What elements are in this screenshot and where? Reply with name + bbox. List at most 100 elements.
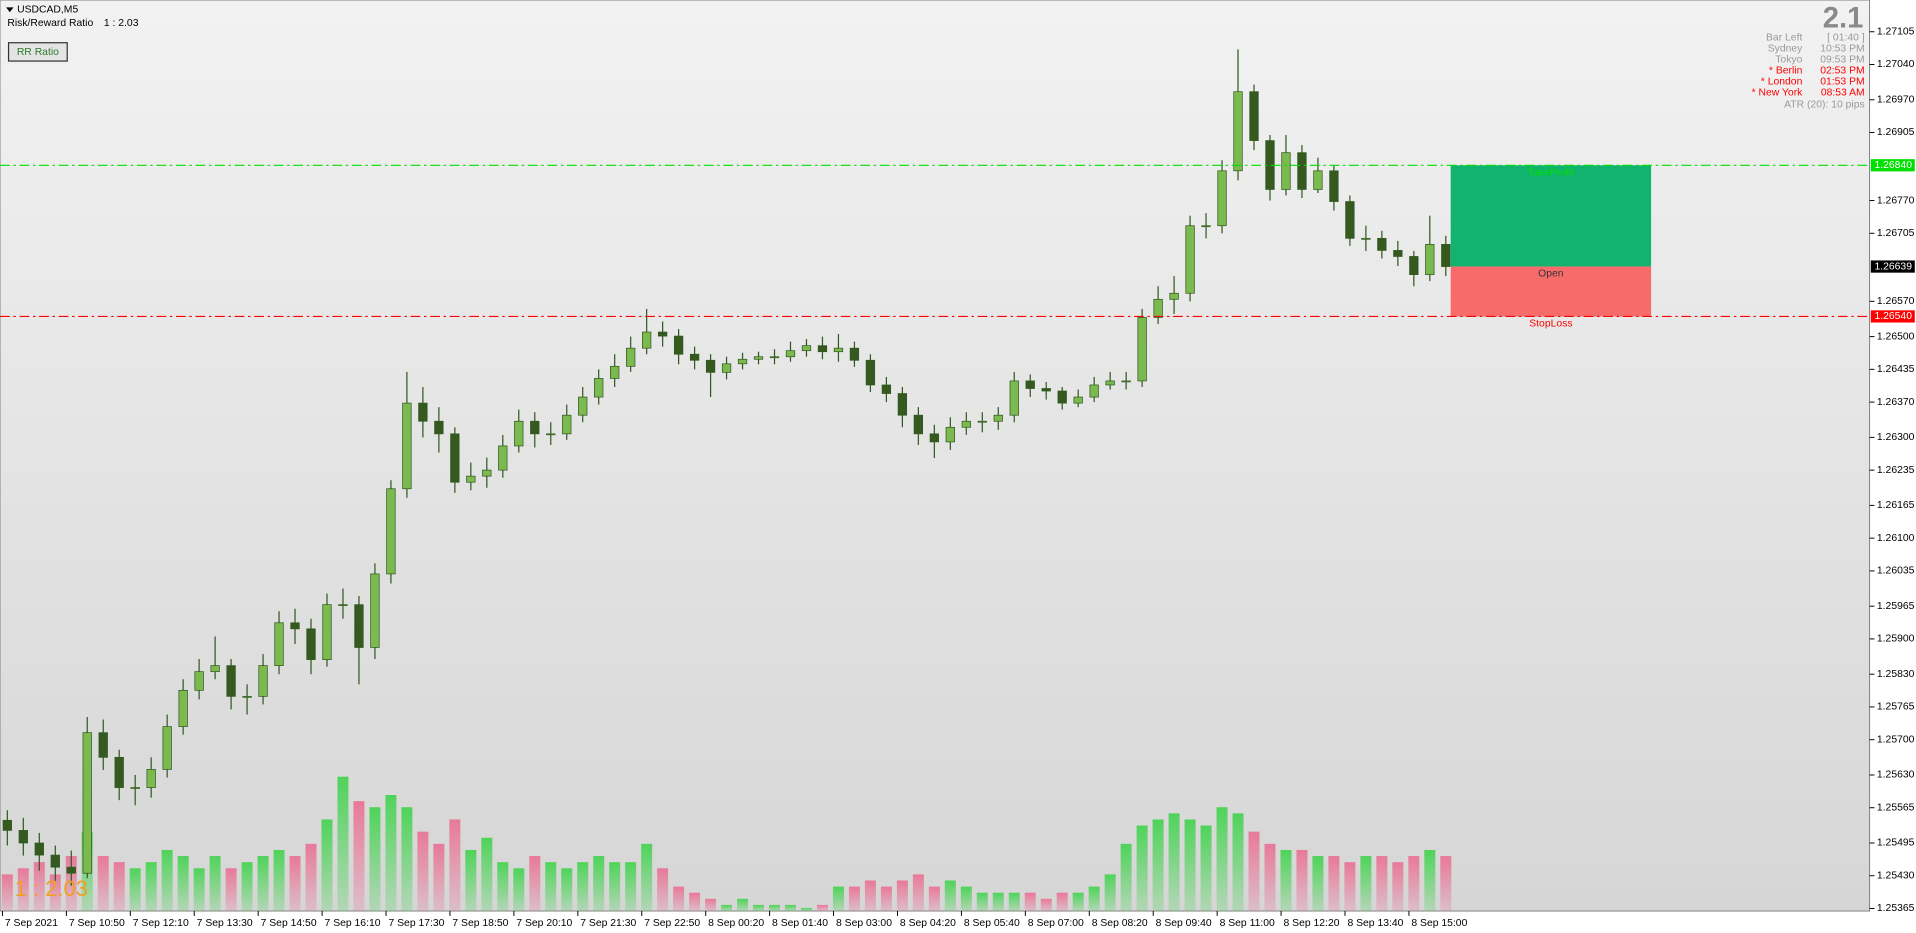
candle-body [1089, 384, 1099, 398]
y-tick-label: 1.27105 [1877, 26, 1915, 37]
volume-bar [976, 892, 988, 912]
volume-bar [753, 904, 765, 912]
candle-body [1361, 237, 1371, 240]
y-tick-label: 1.27040 [1877, 59, 1915, 70]
volume-bar [1008, 892, 1020, 912]
x-tick-label: 8 Sep 05:40 [964, 918, 1020, 929]
volume-bar [928, 886, 940, 912]
volume-bar [896, 880, 908, 912]
info-value: [ 01:40 ] [1827, 33, 1865, 44]
candle-body [1073, 396, 1083, 404]
volume-bar [1104, 874, 1116, 912]
volume-bar [417, 831, 429, 912]
y-tick-label: 1.25700 [1877, 734, 1915, 745]
info-label: Bar Left [1766, 33, 1802, 44]
volume-bar [1232, 813, 1244, 912]
candle-body [1185, 225, 1195, 294]
volume-bar [449, 819, 461, 912]
volume-bar [369, 807, 381, 912]
price-tag [1870, 260, 1915, 273]
candle-body [817, 345, 828, 353]
candle-body [514, 420, 524, 447]
candle-body [737, 358, 748, 365]
candle-body [1377, 237, 1387, 251]
plot-layer: TakeProfit Open StopLoss [0, 49, 1870, 912]
y-tick-label: 1.26705 [1877, 228, 1915, 239]
candle-body [897, 393, 908, 416]
volume-bar [1040, 898, 1052, 912]
x-tick-label: 7 Sep 22:50 [644, 918, 700, 929]
y-tick-label: 1.25430 [1877, 870, 1915, 881]
x-tick-label: 8 Sep 07:00 [1028, 918, 1084, 929]
volume-bar [545, 862, 557, 912]
volume-bar [97, 856, 109, 912]
x-tick-label: 8 Sep 03:00 [836, 918, 892, 929]
y-tick-label: 1.25765 [1877, 702, 1915, 713]
candle-body [34, 842, 44, 856]
collapse-icon[interactable] [6, 7, 14, 13]
candle-body [594, 378, 604, 398]
x-tick-label: 7 Sep 17:30 [388, 918, 444, 929]
info-label: * New York [1752, 88, 1804, 99]
y-tick-label: 1.25630 [1877, 770, 1915, 781]
atr-text: ATR (20): 10 pips [1784, 100, 1865, 111]
y-tick-label: 1.26570 [1877, 296, 1915, 307]
y-tick-label: 1.26970 [1877, 95, 1915, 106]
candle-body [146, 769, 156, 788]
candle-body [1057, 390, 1067, 404]
button-frame[interactable] [7, 42, 68, 62]
rr-overlay: 1 : 2.03 [15, 876, 88, 901]
y-tick-label: 1.26905 [1877, 127, 1915, 138]
candle-body [1329, 170, 1339, 202]
y-tick-label: 1.26300 [1877, 432, 1915, 443]
volume-bar [705, 898, 717, 912]
x-tick-label: 7 Sep 10:50 [69, 918, 125, 929]
volume-bar [960, 886, 972, 912]
candle-body [450, 433, 460, 483]
candle-body [1009, 380, 1019, 416]
volume-bar [513, 868, 525, 912]
candle-body [194, 671, 204, 691]
volume-bar [880, 886, 892, 912]
volume-bar [1136, 825, 1148, 912]
candle-body [130, 787, 140, 789]
candle-body [1441, 244, 1451, 267]
volume-bar [257, 856, 269, 912]
volume-bar [1264, 843, 1276, 912]
volume-bar [769, 904, 781, 912]
candle-body [657, 331, 668, 337]
volume-bar [497, 862, 509, 912]
volume-bar [689, 892, 701, 912]
volume-bar [1392, 862, 1404, 912]
volume-bar [1168, 813, 1180, 912]
volume-bar [721, 904, 733, 912]
candle-body [833, 347, 844, 353]
spread-value: 2.1 [1823, 1, 1864, 34]
info-value: 01:53 PM [1820, 77, 1864, 88]
button-label[interactable]: RR Ratio [17, 47, 59, 58]
volume-bar [1120, 843, 1132, 912]
candle-body [1105, 380, 1115, 386]
volume-bar [353, 801, 365, 912]
y-tick-label: 1.26770 [1877, 195, 1915, 206]
candle-body [578, 396, 588, 416]
x-tick-label: 7 Sep 13:30 [197, 918, 253, 929]
candle-body [178, 689, 188, 727]
volume-bar [177, 856, 189, 912]
info-label: Tokyo [1775, 55, 1802, 66]
volume-bar [1328, 856, 1340, 912]
volume-bar [577, 862, 589, 912]
candle-body [402, 402, 412, 490]
volume-bar [1408, 856, 1420, 912]
volume-bar [1344, 862, 1356, 912]
candle-body [562, 414, 572, 435]
x-tick-label: 7 Sep 14:50 [261, 918, 317, 929]
volume-bar [1056, 892, 1068, 912]
candle-body [210, 665, 220, 673]
rr-button[interactable]: RR Ratio [7, 42, 68, 62]
volume-bar [784, 904, 796, 912]
volume-bar [1088, 886, 1100, 912]
x-tick-label: 8 Sep 01:40 [772, 918, 828, 929]
candle-body [1233, 91, 1243, 172]
